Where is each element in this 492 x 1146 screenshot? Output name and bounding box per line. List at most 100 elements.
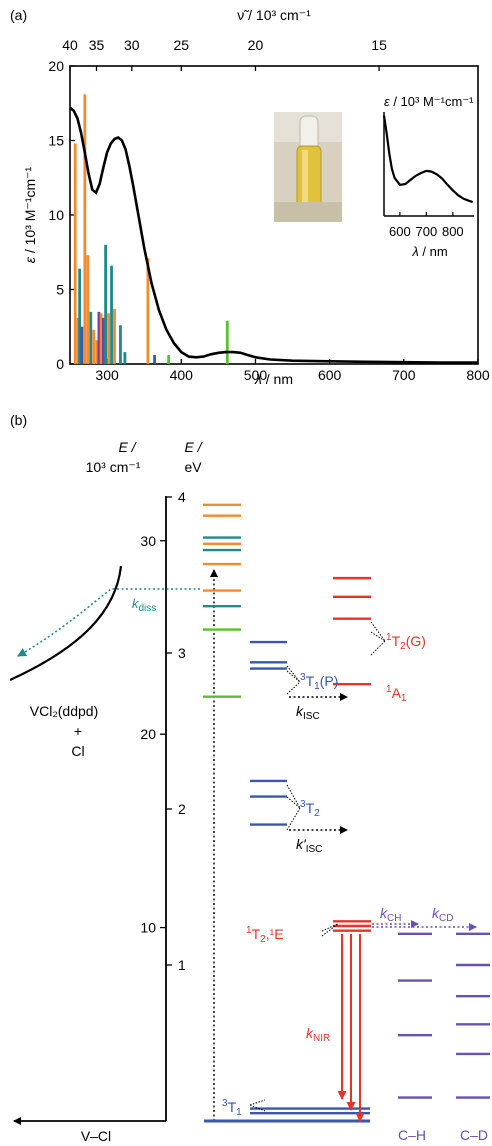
excitation-levels [203, 503, 241, 698]
t1-sub: 1 [236, 1107, 242, 1118]
inset-x-var: λ [411, 244, 418, 259]
t2e-main: T [252, 926, 261, 942]
wavenumber-ticks: 10 20 30 [140, 533, 166, 936]
kcd-label: kCD [432, 905, 453, 924]
transition-bar [146, 258, 150, 364]
y-tick-label: 10 [48, 207, 64, 223]
transition-bar [119, 325, 122, 364]
transition-bar [73, 143, 77, 364]
x-axis-unit: / nm [262, 371, 293, 387]
t1-main: T [228, 1099, 237, 1115]
inset-absorption-line [382, 115, 474, 204]
t2e-sup: 1 [246, 925, 252, 936]
svg-text:ε / 10³ M⁻¹cm⁻¹: ε / 10³ M⁻¹cm⁻¹ [22, 166, 38, 263]
transition-bar [76, 317, 80, 364]
kcd-sub: CD [439, 913, 453, 924]
t1p-tail: (P) [320, 673, 339, 689]
transition-bars [73, 94, 229, 364]
kisc-main: k [296, 703, 304, 719]
top-tick-label: 20 [248, 37, 264, 53]
x-tick-label: 300 [95, 367, 119, 383]
t1p-main: T [306, 673, 315, 689]
transition-bar [123, 352, 127, 364]
knir-main: k [306, 1025, 314, 1041]
top-tick-label: 25 [173, 37, 189, 53]
kisc-sub: ISC [303, 711, 320, 722]
ev-ticks: 1 2 3 4 [166, 489, 186, 973]
top-axis-label: ν̃ / 10³ cm⁻¹ [237, 7, 311, 23]
kdiss-arrow [17, 588, 200, 657]
transition-bar [86, 255, 90, 364]
cd-label: C–D [460, 1127, 488, 1143]
state-label-3t1: 3T1 [222, 1098, 242, 1118]
kisc2-label: k'ISC [296, 836, 322, 855]
t2g-tail: (G) [406, 633, 426, 649]
kch-label: kCH [380, 905, 401, 924]
inset-xlabel: λ / nm [411, 244, 447, 259]
vial-photo [274, 112, 342, 222]
kisc-label: kISC [296, 703, 320, 722]
t2g-connector [370, 621, 386, 656]
product-label-2: + [74, 723, 82, 739]
product-label-1: VCl₂(ddpd) [30, 703, 98, 719]
transition-bar [225, 320, 229, 364]
wavenumber-tick-label: 10 [140, 920, 156, 936]
transition-bar [104, 244, 108, 364]
transition-bar [83, 94, 87, 364]
transition-bar [99, 313, 103, 364]
t2e-sub: 2 [260, 934, 266, 945]
inset-y-var: ε [384, 94, 390, 109]
transition-bar [78, 268, 82, 364]
vcl-axis-label: V–Cl [81, 1128, 111, 1144]
knir-sub: NIR [313, 1033, 330, 1044]
top-tick-label: 35 [89, 37, 105, 53]
x-tick-label: 700 [392, 367, 416, 383]
kcd-main: k [432, 905, 440, 921]
state-label-3t1p: 3T1(P) [300, 672, 338, 692]
knir-label: kNIR [306, 1025, 330, 1044]
transition-bar [97, 311, 101, 364]
transition-bar [80, 326, 84, 364]
t2g-main: T [392, 633, 401, 649]
top-axis-ticks: 40 35 30 25 20 15 [62, 37, 387, 71]
right-energy-label-2: eV [184, 459, 202, 475]
x-tick-label: 600 [318, 367, 342, 383]
state-label-1t2g: 1T2(G) [386, 632, 426, 652]
top-tick-label: 30 [124, 37, 140, 53]
wavenumber-tick-label: 30 [140, 533, 156, 549]
vibrational-levels [398, 932, 490, 1099]
x-axis-label: λ / nm [254, 371, 293, 387]
inset-chart: ε / 10³ M⁻¹cm⁻¹ 600 700 800 λ / nm [382, 94, 474, 259]
inset-tick-label: 600 [389, 224, 411, 239]
t2-sup: 3 [300, 799, 306, 810]
transition-bar [113, 308, 116, 364]
a1-sup: 1 [386, 684, 392, 695]
y-tick-label: 20 [48, 58, 64, 74]
t1p-sup: 3 [300, 672, 306, 683]
top-tick-label: 40 [62, 37, 78, 53]
kch-sub: CH [387, 913, 401, 924]
ev-tick-label: 3 [178, 645, 186, 661]
kdiss-main: k [132, 596, 140, 611]
left-energy-label-2: 10³ cm⁻¹ [86, 459, 141, 475]
y-axis-var: ε [22, 256, 38, 263]
t1-sup: 3 [222, 1098, 228, 1109]
t2e-tail: ,¹E [266, 926, 284, 942]
y-axis-label: ε / 10³ M⁻¹cm⁻¹ [22, 166, 38, 263]
inset-tick-label: 700 [416, 224, 438, 239]
y-tick-label: 15 [48, 133, 64, 149]
a1-sub: 1 [401, 693, 407, 704]
y-tick-label: 0 [56, 356, 64, 372]
t2g-sup: 1 [386, 632, 392, 643]
transition-bar [167, 355, 171, 364]
state-levels [204, 576, 371, 1123]
product-label-3: Cl [71, 743, 84, 759]
x-tick-label: 800 [466, 367, 490, 383]
panel-a: (a) ν̃ / 10³ cm⁻¹ 40 35 30 25 20 15 05101520 … [10, 7, 490, 387]
inset-x-unit: / nm [419, 244, 448, 259]
ev-tick-label: 4 [178, 489, 186, 505]
t1p-connector [286, 665, 301, 695]
t2-sub: 2 [314, 808, 320, 819]
